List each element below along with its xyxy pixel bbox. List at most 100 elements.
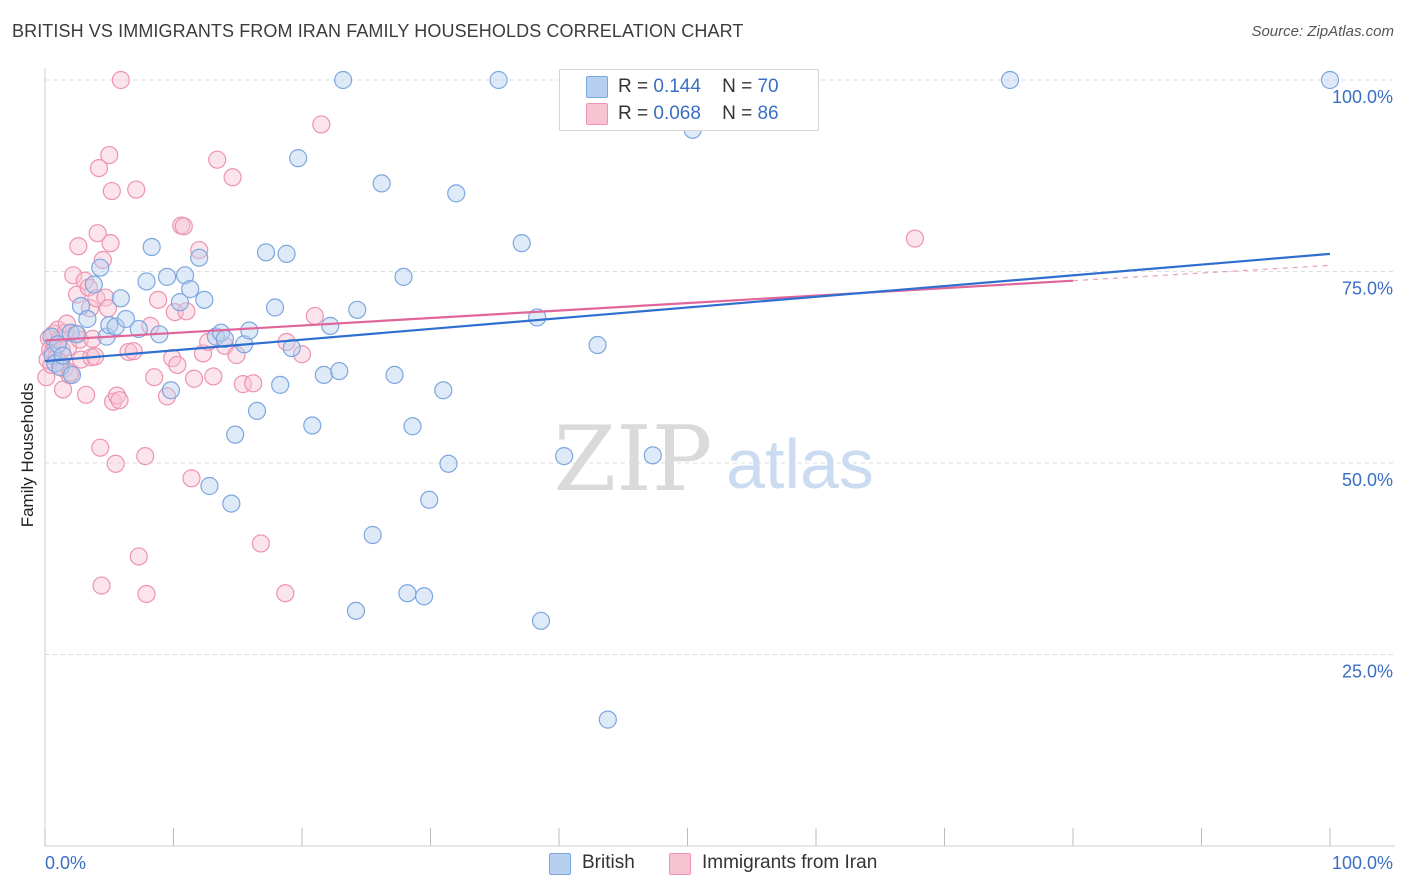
iran-r-label: R = bbox=[618, 103, 649, 124]
iran-point bbox=[111, 70, 130, 90]
chart-title: BRITISH VS IMMIGRANTS FROM IRAN FAMILY H… bbox=[12, 21, 744, 41]
iran-point bbox=[89, 158, 109, 178]
iran-point bbox=[91, 438, 110, 457]
british-point bbox=[271, 375, 290, 394]
british-point bbox=[100, 316, 119, 335]
british-point bbox=[68, 325, 87, 344]
british-point bbox=[181, 280, 200, 299]
iran-point bbox=[145, 368, 164, 387]
iran-point bbox=[204, 367, 223, 386]
iran-point bbox=[129, 547, 148, 566]
y-tick-label: 50.0% bbox=[1342, 470, 1393, 490]
iran-point bbox=[106, 454, 125, 473]
iran-point bbox=[905, 229, 925, 248]
british-point bbox=[226, 425, 245, 444]
british-point bbox=[111, 289, 130, 308]
british-point bbox=[240, 321, 259, 340]
british-point bbox=[303, 416, 322, 435]
watermark: ZIP atlas bbox=[554, 407, 874, 512]
iran-point bbox=[137, 584, 156, 604]
iran-point bbox=[312, 115, 331, 134]
iran-point bbox=[208, 150, 227, 169]
iran-point bbox=[69, 237, 88, 256]
british-point bbox=[1320, 70, 1340, 90]
british-point bbox=[512, 234, 531, 253]
grid-lines bbox=[45, 79, 1395, 655]
british-point bbox=[420, 490, 439, 509]
british-n-label: N = bbox=[722, 76, 753, 97]
iran-point bbox=[190, 240, 209, 260]
british-point bbox=[447, 184, 466, 203]
british-point bbox=[222, 494, 241, 513]
x-tick-label-min: 0.0% bbox=[45, 853, 86, 873]
british-point bbox=[314, 365, 333, 385]
british-point bbox=[555, 447, 574, 466]
iran-point bbox=[96, 288, 115, 307]
british-point bbox=[385, 365, 404, 385]
iran-point bbox=[110, 391, 129, 410]
iran-point bbox=[92, 576, 111, 595]
legend-iran-label: Immigrants from Iran bbox=[702, 852, 878, 873]
legend-british-swatch bbox=[549, 853, 571, 875]
british-point bbox=[1000, 70, 1020, 90]
british-point bbox=[398, 584, 417, 603]
iran-swatch bbox=[586, 103, 608, 125]
british-point bbox=[282, 339, 301, 358]
iran-point bbox=[276, 584, 295, 603]
british-point bbox=[175, 266, 195, 285]
british-point bbox=[289, 149, 308, 168]
legend-iran-swatch bbox=[669, 853, 691, 875]
y-tick-label: 75.0% bbox=[1342, 279, 1393, 299]
british-n-value: 70 bbox=[757, 76, 779, 97]
british-point bbox=[321, 316, 340, 335]
iran-point bbox=[184, 369, 204, 388]
british-point bbox=[348, 300, 367, 319]
british-point bbox=[157, 267, 177, 286]
legend-british-label: British bbox=[582, 852, 635, 873]
british-point bbox=[106, 317, 125, 336]
iran-point bbox=[127, 180, 146, 199]
stats-legend: R = 0.144 N = 70 R = 0.068 N = 86 bbox=[559, 69, 819, 131]
watermark-atlas: atlas bbox=[726, 425, 874, 503]
british-point bbox=[372, 174, 391, 193]
british-point bbox=[247, 401, 267, 421]
british-point bbox=[190, 248, 209, 267]
watermark-zip: ZIP bbox=[554, 407, 713, 512]
trend-lines bbox=[44, 252, 1331, 363]
british-point bbox=[142, 237, 161, 257]
axes bbox=[44, 68, 1395, 847]
british-point bbox=[161, 381, 181, 400]
british-point bbox=[256, 243, 276, 262]
y-tick-label: 100.0% bbox=[1332, 87, 1393, 107]
british-point bbox=[61, 323, 80, 342]
iran-point bbox=[64, 266, 83, 285]
british-point bbox=[200, 476, 219, 496]
british-point bbox=[195, 290, 214, 309]
british-point bbox=[414, 587, 434, 606]
british-point bbox=[528, 308, 547, 327]
british-point bbox=[346, 601, 366, 620]
iran-point bbox=[68, 285, 87, 304]
british-point bbox=[394, 267, 413, 286]
iran-n-value: 86 bbox=[757, 103, 779, 124]
iran-point bbox=[77, 385, 96, 404]
british-point bbox=[62, 365, 82, 385]
iran-point bbox=[88, 224, 107, 243]
iran-r-value: 0.068 bbox=[653, 103, 701, 124]
british-point bbox=[277, 244, 296, 263]
british-point bbox=[170, 293, 190, 312]
british-point bbox=[137, 272, 156, 291]
british-point bbox=[334, 70, 353, 90]
british-point bbox=[439, 454, 458, 473]
british-point bbox=[489, 70, 508, 90]
iran-point bbox=[182, 469, 201, 488]
british-point bbox=[129, 319, 148, 339]
iran-n-label: N = bbox=[722, 103, 753, 124]
british-trend-line bbox=[44, 252, 1331, 363]
iran-point bbox=[119, 342, 138, 362]
iran-point bbox=[244, 374, 263, 393]
british-point bbox=[588, 335, 607, 355]
british-point bbox=[91, 258, 110, 277]
iran-point bbox=[100, 145, 119, 165]
